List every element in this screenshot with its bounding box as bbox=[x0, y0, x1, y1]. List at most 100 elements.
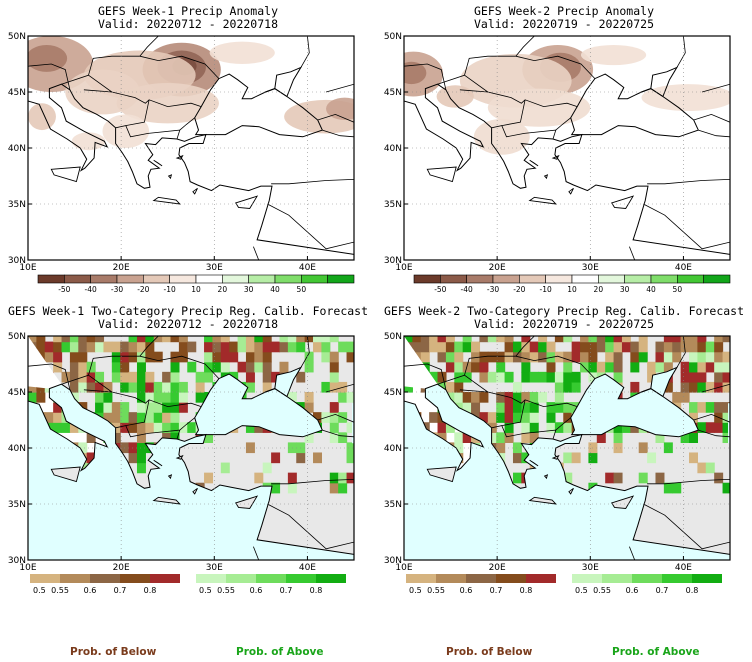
probability-cell bbox=[229, 351, 239, 363]
probability-cell bbox=[111, 432, 121, 443]
colorbar-segment bbox=[143, 274, 170, 284]
colorbar-label: 40 bbox=[646, 285, 656, 294]
probability-cell bbox=[145, 336, 155, 343]
probability-cell bbox=[262, 336, 272, 343]
probability-cell bbox=[479, 330, 488, 332]
country-border bbox=[515, 355, 596, 379]
probability-cell bbox=[95, 341, 105, 353]
probability-cell bbox=[697, 336, 707, 343]
probability-cell bbox=[596, 336, 606, 343]
probability-cell bbox=[287, 472, 297, 484]
probability-cell bbox=[546, 402, 556, 413]
probability-cell bbox=[412, 351, 422, 363]
probability-cell bbox=[329, 432, 339, 443]
probability-cell bbox=[53, 402, 63, 413]
country-border bbox=[501, 399, 526, 426]
probability-cell bbox=[61, 422, 71, 433]
probability-cell bbox=[689, 371, 698, 383]
probability-cell bbox=[697, 341, 707, 353]
probability-cell bbox=[689, 402, 698, 413]
probability-cell bbox=[722, 482, 730, 494]
probability-cell bbox=[697, 351, 707, 363]
probability-cell bbox=[338, 432, 348, 443]
anomaly-region bbox=[28, 103, 56, 131]
probability-cell bbox=[554, 422, 564, 433]
probability-cell bbox=[513, 330, 522, 332]
colorbar-label: -30 bbox=[111, 285, 123, 294]
country-border bbox=[676, 336, 686, 368]
colorbar-segment bbox=[274, 274, 302, 284]
probability-cell bbox=[195, 381, 205, 393]
probability-cell bbox=[563, 472, 573, 484]
probability-cell bbox=[420, 336, 430, 343]
probability-cell bbox=[254, 336, 264, 343]
anomaly-region bbox=[209, 41, 275, 64]
probability-cell bbox=[437, 371, 447, 383]
country-border bbox=[325, 83, 354, 93]
island bbox=[543, 174, 549, 180]
probability-cell bbox=[329, 351, 339, 363]
island bbox=[426, 166, 457, 183]
probability-cell bbox=[28, 392, 37, 403]
probability-cell bbox=[136, 452, 146, 464]
lon-tick-label: 30E bbox=[582, 563, 599, 572]
probability-cell bbox=[162, 412, 172, 423]
lat-tick-label: 35N bbox=[384, 500, 402, 510]
probability-cell bbox=[304, 432, 314, 443]
probability-cell bbox=[605, 351, 615, 363]
probability-cell bbox=[136, 336, 146, 343]
above-colorbar-label: 0.6 bbox=[250, 586, 263, 595]
probability-cell bbox=[445, 361, 455, 373]
probability-cell bbox=[237, 341, 247, 353]
probability-cell bbox=[445, 422, 455, 433]
probability-cell bbox=[220, 341, 230, 353]
probability-cell bbox=[672, 392, 682, 403]
probability-cell bbox=[689, 351, 698, 363]
probability-cell bbox=[238, 330, 247, 332]
probability-cell bbox=[145, 330, 154, 332]
probability-cell bbox=[412, 330, 421, 332]
probability-cell bbox=[271, 482, 281, 494]
probability-cell bbox=[53, 361, 63, 373]
probability-cell bbox=[613, 371, 623, 383]
anomaly-region bbox=[580, 44, 647, 66]
colorbar-segment bbox=[248, 274, 276, 284]
probability-cell bbox=[529, 412, 539, 423]
country-border bbox=[322, 129, 354, 138]
country-border bbox=[139, 36, 159, 57]
panel-1-title: GEFS Week-1 Precip Anomaly bbox=[97, 4, 278, 18]
probability-cell bbox=[204, 341, 214, 353]
probability-cell bbox=[588, 351, 598, 363]
probability-cell bbox=[120, 412, 130, 423]
probability-cell bbox=[697, 330, 706, 332]
probability-cell bbox=[697, 361, 707, 373]
probability-cell bbox=[714, 336, 724, 343]
probability-cell bbox=[170, 371, 180, 383]
probability-cell bbox=[145, 381, 155, 393]
probability-cell bbox=[571, 341, 581, 353]
probability-cell bbox=[613, 336, 623, 343]
probability-cell bbox=[445, 336, 455, 343]
probability-cell bbox=[313, 341, 322, 353]
probability-cell bbox=[445, 351, 455, 363]
probability-cell bbox=[137, 330, 146, 332]
island bbox=[235, 195, 259, 209]
probability-cell bbox=[580, 361, 590, 373]
probability-cell bbox=[212, 336, 222, 343]
probability-cell bbox=[454, 341, 464, 353]
probability-cell bbox=[421, 330, 430, 332]
probability-cell bbox=[287, 392, 297, 403]
probability-cell bbox=[288, 330, 297, 332]
probability-cell bbox=[496, 371, 506, 383]
probability-cell bbox=[86, 341, 96, 353]
probability-cell bbox=[689, 452, 698, 464]
probability-cell bbox=[262, 361, 272, 373]
lat-tick-label: 45N bbox=[8, 388, 26, 398]
lon-tick-label: 20E bbox=[489, 563, 506, 572]
probability-cell bbox=[111, 412, 121, 423]
country-border bbox=[271, 179, 354, 185]
probability-map-week2: 30N 35N 40N 45N 50N 10E 20E 30E 40E bbox=[384, 330, 731, 572]
probability-cell bbox=[128, 336, 138, 343]
probability-cell bbox=[563, 336, 573, 343]
probability-cell bbox=[705, 462, 715, 474]
